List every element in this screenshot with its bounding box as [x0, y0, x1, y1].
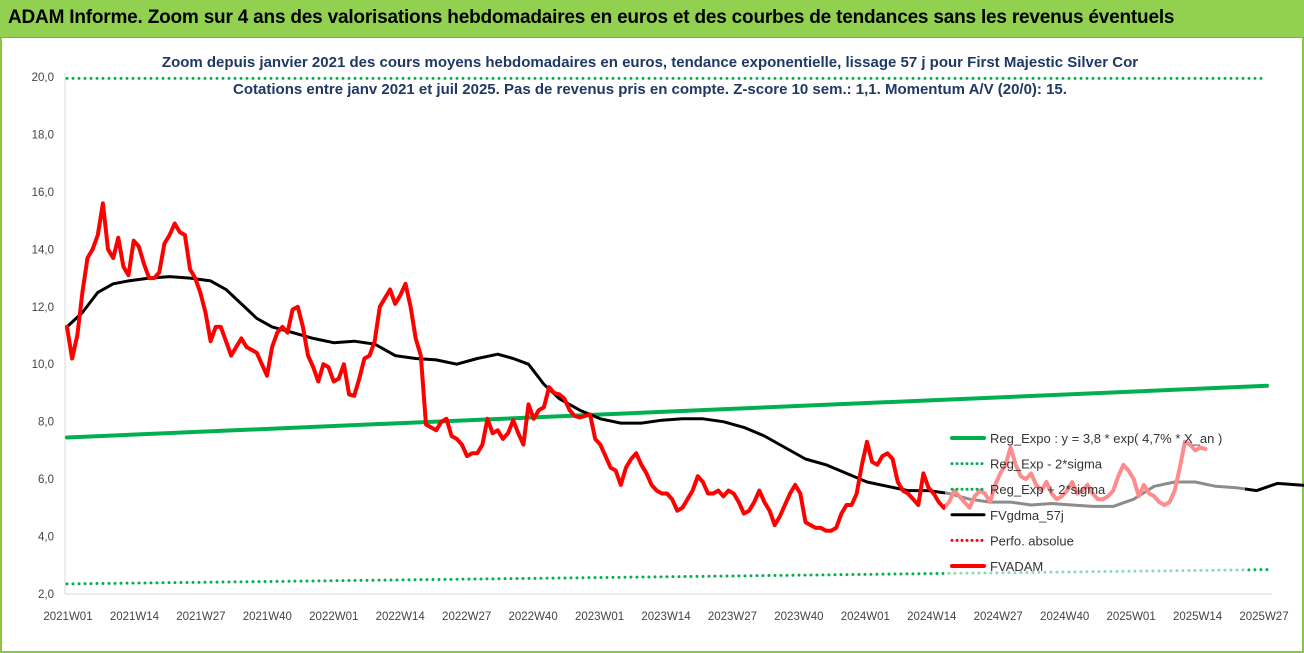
- legend-label: FVADAM: [990, 559, 1043, 574]
- y-tick-label: 4,0: [38, 532, 54, 544]
- legend-label: Reg_Exp - 2*sigma: [990, 457, 1103, 472]
- x-tick-label: 2023W01: [575, 611, 624, 623]
- series-reg-exp-2-sigma: [65, 568, 1269, 586]
- x-tick-label: 2024W01: [841, 611, 890, 623]
- x-tick-label: 2022W27: [442, 611, 491, 623]
- x-tick-label: 2021W01: [43, 611, 92, 623]
- report-banner: ADAM Informe. Zoom sur 4 ans des valoris…: [0, 0, 1304, 38]
- x-tick-label: 2024W14: [907, 611, 957, 623]
- legend-label: Reg_Exp + 2*sigma: [990, 482, 1106, 497]
- series-reg-expo-y-3-8-exp-4-7-x-an: [65, 383, 1269, 440]
- x-tick-label: 2024W27: [974, 611, 1023, 623]
- x-tick-label: 2025W01: [1106, 611, 1155, 623]
- y-tick-label: 2,0: [38, 589, 54, 601]
- y-tick-label: 14,0: [32, 244, 54, 256]
- x-axis: 2021W01 2021W14 2021W27 2021W40 2022W01 2022W…: [43, 593, 1289, 623]
- x-tick-label: 2023W14: [641, 611, 691, 623]
- y-tick-label: 6,0: [38, 474, 54, 486]
- legend-label: Perfo. absolue: [990, 533, 1074, 548]
- x-tick-label: 2021W40: [243, 611, 292, 623]
- x-tick-label: 2024W40: [1040, 611, 1089, 623]
- y-axis: 2,0 4,0 6,0 8,0 10,0 12,0 14,0 16,0 18,0 20,0: [32, 72, 66, 601]
- y-tick-label: 12,0: [32, 302, 54, 314]
- banner-title: ADAM Informe. Zoom sur 4 ans des valoris…: [8, 7, 1175, 28]
- x-tick-label: 2022W40: [508, 611, 557, 623]
- y-tick-label: 10,0: [32, 359, 54, 371]
- x-tick-label: 2025W14: [1173, 611, 1223, 623]
- legend: Reg_Expo : y = 3,8 * exp( 4,7% * X_an ) R…: [945, 425, 1245, 575]
- x-tick-label: 2023W40: [774, 611, 823, 623]
- y-tick-label: 20,0: [32, 72, 54, 84]
- legend-box: [945, 425, 1245, 575]
- x-tick-label: 2021W14: [110, 611, 160, 623]
- chart-title: Zoom depuis janvier 2021 des cours moyen…: [162, 54, 1138, 71]
- legend-label: FVgdma_57j: [990, 508, 1064, 523]
- chart-subtitle: Cotations entre janv 2021 et juil 2025. …: [233, 81, 1067, 98]
- legend-label: Reg_Expo : y = 3,8 * exp( 4,7% * X_an ): [990, 431, 1222, 446]
- x-tick-label: 2022W14: [376, 611, 426, 623]
- x-tick-label: 2021W27: [176, 611, 225, 623]
- x-tick-label: 2023W27: [708, 611, 757, 623]
- y-tick-label: 16,0: [32, 187, 54, 199]
- x-tick-label: 2022W01: [309, 611, 358, 623]
- y-tick-label: 18,0: [32, 129, 54, 141]
- y-tick-label: 8,0: [38, 417, 54, 429]
- x-tick-label: 2025W27: [1239, 611, 1288, 623]
